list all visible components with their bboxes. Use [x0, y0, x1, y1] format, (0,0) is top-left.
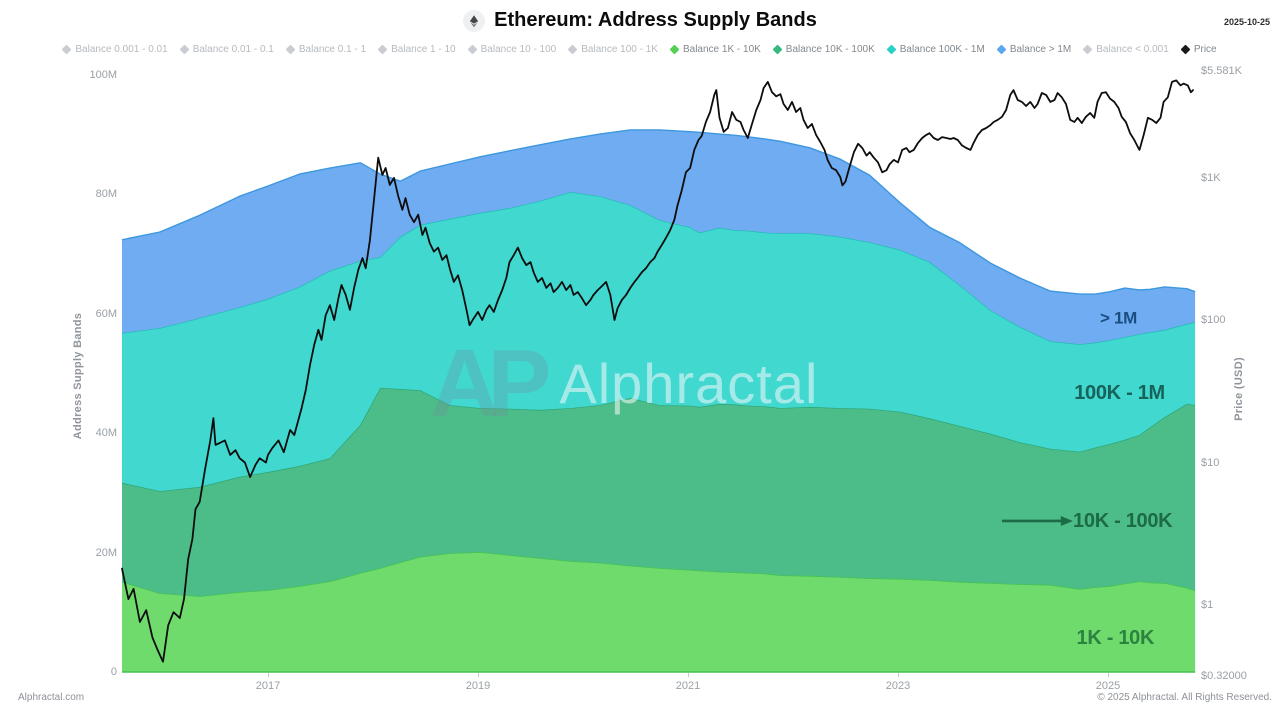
legend-marker-icon — [1180, 44, 1191, 55]
y-left-tick-label: 80M — [95, 188, 117, 201]
x-tick-label: 2019 — [465, 680, 491, 692]
x-tick-mark — [688, 673, 689, 677]
chart-header: Ethereum: Address Supply Bands — [0, 9, 1280, 32]
band-area-10k-100k[interactable] — [122, 387, 1196, 597]
legend-item[interactable]: Balance > 1M — [996, 44, 1072, 55]
y-right-tick-label: $5.581K — [1201, 65, 1242, 78]
footer-site: Alphractal.com — [18, 692, 85, 703]
legend-item[interactable]: Balance 0.1 - 1 — [285, 44, 367, 55]
legend-label: Balance > 1M — [1009, 44, 1072, 55]
legend-marker-icon — [467, 44, 478, 55]
legend-label: Price — [1193, 44, 1217, 55]
ethereum-icon — [463, 9, 486, 32]
band-label: 10K - 100K — [1073, 510, 1173, 532]
legend-label: Balance 10K - 100K — [785, 44, 875, 55]
y-right-tick-label: $100 — [1201, 314, 1226, 326]
legend-label: Balance < 0.001 — [1096, 44, 1169, 55]
legend-label: Balance 1 - 10 — [391, 44, 456, 55]
legend-item[interactable]: Balance < 0.001 — [1082, 44, 1169, 55]
legend-marker-icon — [567, 44, 578, 55]
legend-item[interactable]: Balance 100K - 1M — [886, 44, 985, 55]
legend-marker-icon — [669, 44, 680, 55]
legend-label: Balance 0.01 - 0.1 — [192, 44, 274, 55]
legend: Balance 0.001 - 0.01 Balance 0.01 - 0.1 Ba… — [0, 44, 1280, 55]
legend-marker-icon — [377, 44, 388, 55]
y-right-tick-label: $10 — [1201, 456, 1220, 469]
legend-label: Balance 1K - 10K — [682, 44, 761, 55]
legend-item[interactable]: Balance 0.001 - 0.01 — [61, 44, 168, 55]
y-right-tick-label: $1 — [1201, 599, 1214, 611]
legend-marker-icon — [1082, 44, 1093, 55]
band-area-100k-1m[interactable] — [122, 192, 1196, 492]
x-tick-label: 2021 — [675, 680, 701, 692]
legend-item[interactable]: Balance 0.01 - 0.1 — [179, 44, 274, 55]
legend-marker-icon — [772, 44, 783, 55]
y-left-tick-label: 40M — [95, 427, 117, 440]
y-left-tick-label: 20M — [95, 546, 117, 559]
x-tick-mark — [1108, 673, 1109, 677]
legend-item[interactable]: Balance 1K - 10K — [669, 44, 761, 55]
y-left-tick-label: 100M — [89, 69, 117, 81]
legend-label: Balance 100K - 1M — [899, 44, 985, 55]
chart-title: Ethereum: Address Supply Bands — [494, 9, 817, 31]
legend-label: Balance 100 - 1K — [581, 44, 658, 55]
band-area-1k-10k[interactable] — [122, 552, 1196, 672]
x-tick-label: 2023 — [885, 680, 911, 692]
legend-label: Balance 0.1 - 1 — [298, 44, 367, 55]
band-edge — [121, 129, 1196, 295]
x-tick-mark — [898, 673, 899, 677]
y-right-tick-label: $0.32000 — [1201, 669, 1247, 682]
y-left-tick-label: 60M — [95, 307, 117, 320]
legend-label: Balance 0.001 - 0.01 — [75, 44, 168, 55]
x-tick-mark — [478, 673, 479, 677]
y-left-tick-label: 0 — [110, 666, 117, 678]
legend-item[interactable]: Balance 10 - 100 — [467, 44, 557, 55]
y-right-tick-label: $1K — [1201, 171, 1221, 184]
legend-item[interactable]: Balance 10K - 100K — [772, 44, 875, 55]
price-line[interactable] — [121, 79, 1194, 663]
legend-marker-icon — [996, 44, 1007, 55]
annotation-arrowhead — [1060, 515, 1073, 526]
band-label: 100K - 1M — [1074, 382, 1165, 404]
legend-marker-icon — [886, 44, 897, 55]
x-tick-label: 2025 — [1095, 680, 1121, 692]
footer-copyright: © 2025 Alphractal. All Rights Reserved. — [1097, 692, 1272, 703]
x-tick-label: 2017 — [255, 680, 281, 692]
legend-item[interactable]: Price — [1180, 44, 1217, 55]
x-tick-mark — [268, 673, 269, 677]
legend-label: Balance 10 - 100 — [480, 44, 557, 55]
legend-marker-icon — [285, 44, 296, 55]
legend-item[interactable]: Balance 100 - 1K — [567, 44, 658, 55]
legend-marker-icon — [179, 44, 190, 55]
legend-marker-icon — [61, 44, 72, 55]
date-label: 2025-10-25 — [1223, 17, 1270, 27]
band-label: > 1M — [1100, 308, 1137, 327]
legend-item[interactable]: Balance 1 - 10 — [377, 44, 456, 55]
band-edge — [121, 387, 1196, 492]
band-label: 1K - 10K — [1077, 627, 1155, 649]
